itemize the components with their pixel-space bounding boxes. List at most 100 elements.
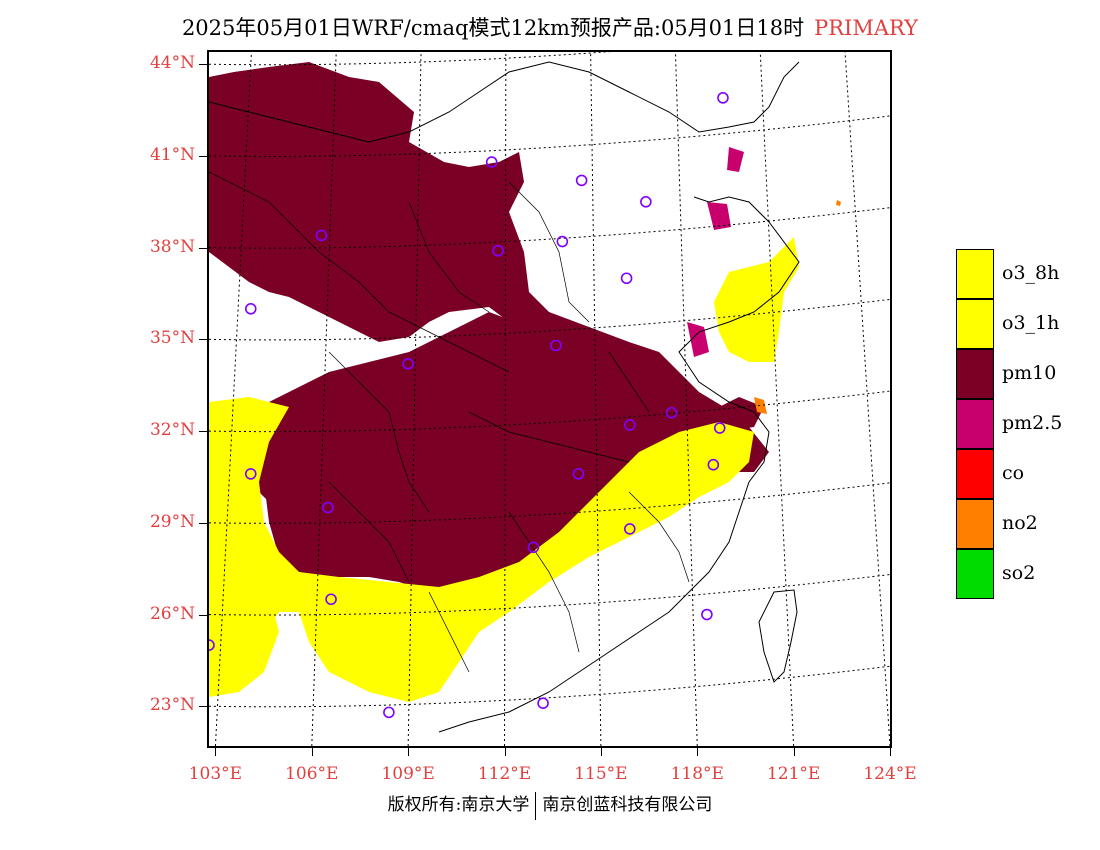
- lat-tick: [199, 64, 207, 66]
- footer-separator: [535, 791, 537, 820]
- station-markers: [209, 92, 729, 719]
- lon-tick: [600, 748, 602, 756]
- graticule: [209, 52, 890, 746]
- station-marker: [701, 608, 713, 621]
- station-marker: [556, 235, 569, 248]
- legend-swatch: [956, 549, 994, 599]
- station-marker: [665, 406, 678, 419]
- lat-tick: [199, 247, 207, 249]
- lon-tick: [890, 748, 891, 756]
- lat-label: 44°N: [149, 53, 195, 74]
- lat-tick: [199, 339, 207, 341]
- lon-label: 103°E: [188, 764, 243, 784]
- lat-label: 38°N: [149, 236, 195, 257]
- lat-tick: [199, 431, 207, 433]
- longitude-gridline: [759, 52, 795, 746]
- legend-label: co: [1002, 462, 1025, 484]
- station-marker: [537, 697, 549, 709]
- copyright-left: 版权所有:南京大学: [387, 795, 530, 815]
- longitude-gridline: [407, 52, 422, 746]
- lon-label: 112°E: [477, 764, 532, 784]
- lon-label: 109°E: [381, 764, 435, 784]
- legend-label: pm10: [1002, 362, 1057, 384]
- longitude-gridline: [214, 52, 252, 746]
- station-marker: [717, 92, 729, 104]
- lon-tick: [697, 748, 699, 756]
- lon-tick: [408, 748, 410, 756]
- station-marker: [402, 358, 414, 370]
- station-marker: [244, 303, 257, 315]
- legend-swatch: [956, 499, 994, 549]
- lon-tick: [793, 748, 795, 756]
- latitude-gridline: [209, 665, 890, 708]
- title-tag: PRIMARY: [814, 16, 919, 40]
- map-title: 2025年05月01日WRF/cmaq模式12km预报产品:05月01日18时 P…: [0, 12, 1100, 42]
- province-lines: [209, 171, 690, 673]
- map-frame[interactable]: [207, 50, 892, 748]
- longitude-gridline: [844, 52, 890, 746]
- station-marker: [315, 229, 328, 242]
- station-marker: [713, 422, 726, 434]
- station-marker: [322, 501, 334, 514]
- station-marker: [640, 196, 652, 208]
- legend-swatch: [956, 449, 994, 499]
- station-marker: [209, 639, 215, 651]
- lon-label: 124°E: [863, 764, 917, 784]
- legend-label: o3_8h: [1002, 262, 1060, 284]
- station-marker: [620, 272, 633, 285]
- legend-swatch: [956, 299, 994, 349]
- pm25-patch-1: [707, 202, 731, 230]
- o3-region-south: [209, 397, 754, 702]
- title-text: 2025年05月01日WRF/cmaq模式12km预报产品:05月01日18时: [181, 16, 805, 40]
- station-marker: [325, 593, 337, 606]
- map-canvas[interactable]: [209, 52, 890, 746]
- longitude-gridline: [504, 52, 507, 746]
- pm25-patch-3: [727, 147, 744, 172]
- lat-label: 26°N: [149, 603, 195, 624]
- o3-region-sw: [209, 577, 279, 697]
- lat-label: 35°N: [149, 328, 195, 349]
- lon-label: 121°E: [766, 764, 821, 784]
- lat-label: 32°N: [149, 420, 195, 441]
- legend-swatch: [956, 349, 994, 399]
- lat-label: 41°N: [149, 144, 195, 165]
- copyright-right: 南京创蓝科技有限公司: [542, 795, 713, 815]
- lat-tick: [199, 522, 207, 524]
- taiwan-outline: [758, 589, 798, 683]
- coastline: [438, 196, 800, 733]
- pm25-patch-2: [687, 322, 709, 357]
- station-marker: [527, 541, 540, 554]
- lat-tick: [199, 706, 207, 708]
- station-marker: [550, 339, 562, 352]
- station-marker: [383, 706, 395, 719]
- legend-label: pm2.5: [1002, 412, 1063, 434]
- lat-label: 29°N: [149, 511, 195, 532]
- lat-label: 23°N: [149, 695, 195, 716]
- lon-tick: [504, 748, 506, 756]
- station-marker: [485, 156, 498, 168]
- lon-label: 106°E: [285, 764, 339, 784]
- lon-label: 115°E: [574, 764, 628, 784]
- pm10-region-west: [249, 387, 349, 512]
- longitude-gridline: [311, 52, 337, 746]
- station-marker: [624, 523, 636, 535]
- pm10-region-north: [209, 62, 769, 472]
- station-marker: [244, 468, 257, 480]
- lat-tick: [199, 614, 207, 616]
- longitude-gridline: [590, 52, 602, 746]
- station-marker: [575, 174, 588, 187]
- legend-label: o3_1h: [1002, 312, 1060, 334]
- station-marker: [572, 468, 585, 480]
- no2-patch-1: [754, 397, 767, 414]
- lon-tick: [215, 748, 217, 756]
- no2-patch-2: [836, 200, 841, 206]
- legend-swatch: [956, 399, 994, 449]
- border-north: [209, 61, 800, 143]
- legend-label: so2: [1002, 562, 1036, 584]
- station-marker: [624, 419, 636, 431]
- lat-tick: [199, 155, 207, 157]
- station-marker: [707, 458, 720, 471]
- o3-region-east: [714, 237, 799, 362]
- lon-label: 118°E: [670, 764, 724, 784]
- legend-swatch: [956, 249, 994, 299]
